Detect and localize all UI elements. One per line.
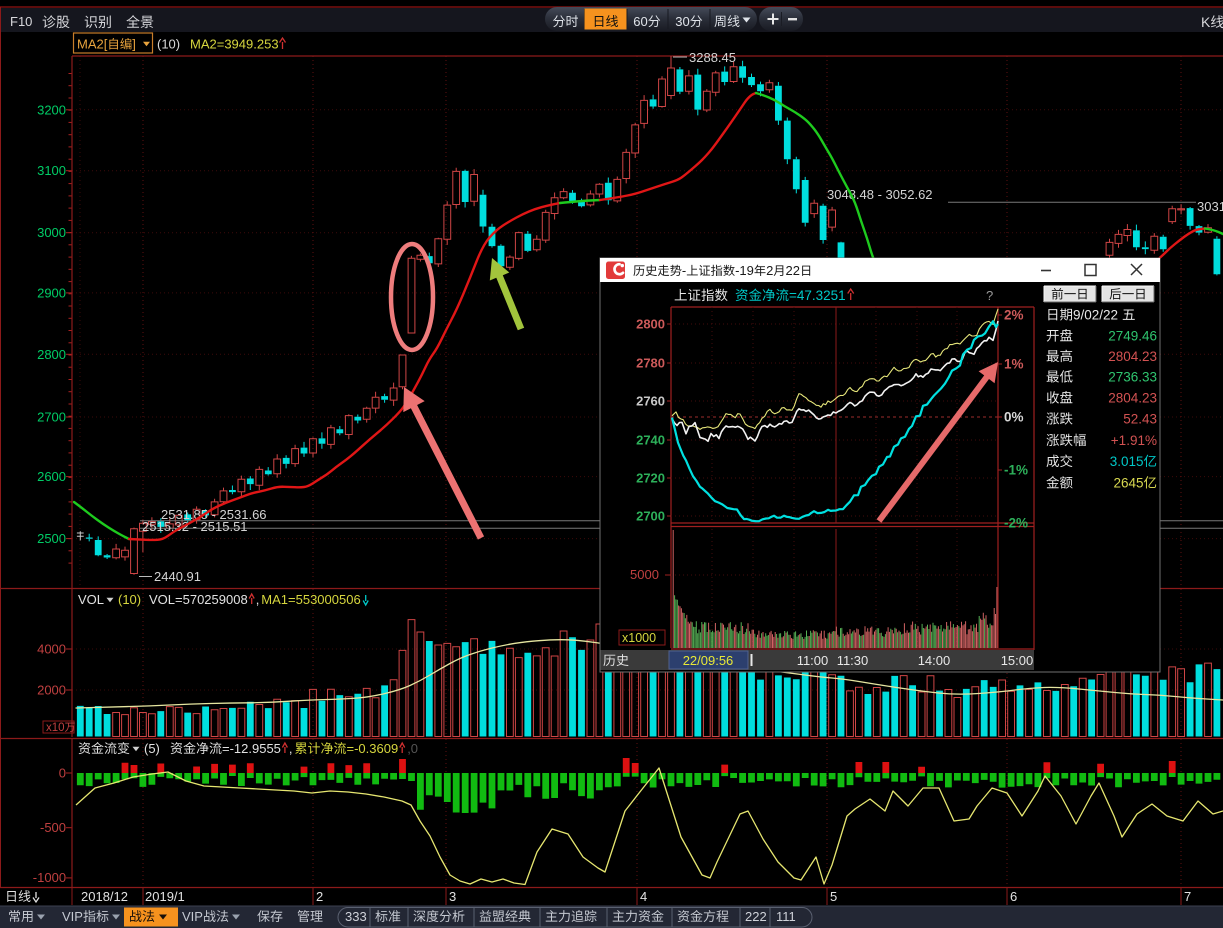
svg-text:-1000: -1000 bbox=[33, 870, 66, 885]
svg-text:3200: 3200 bbox=[37, 102, 66, 117]
svg-text:F10: F10 bbox=[10, 14, 32, 29]
svg-text:3048.48 - 3052.62: 3048.48 - 3052.62 bbox=[827, 187, 933, 202]
svg-text:3.015: 3.015 bbox=[1110, 454, 1144, 469]
svg-text:1%: 1% bbox=[1004, 357, 1024, 372]
svg-text:3288.45: 3288.45 bbox=[689, 50, 736, 65]
svg-text:11:00: 11:00 bbox=[797, 653, 829, 668]
svg-text:K: K bbox=[1201, 14, 1211, 30]
svg-text:2%: 2% bbox=[1004, 308, 1024, 323]
svg-text:2749.46: 2749.46 bbox=[1108, 329, 1157, 344]
svg-text:52.43: 52.43 bbox=[1123, 412, 1157, 427]
svg-text:2720: 2720 bbox=[636, 471, 665, 486]
svg-text:2900: 2900 bbox=[37, 285, 66, 300]
svg-text:2645: 2645 bbox=[1114, 476, 1144, 491]
svg-text:MA1=553000506: MA1=553000506 bbox=[261, 592, 360, 607]
svg-text:2: 2 bbox=[766, 263, 773, 278]
svg-text:7: 7 bbox=[1184, 889, 1191, 904]
svg-text:0: 0 bbox=[59, 766, 66, 781]
svg-text:2800: 2800 bbox=[37, 347, 66, 362]
svg-text:3031: 3031 bbox=[1197, 199, 1223, 214]
svg-text:5: 5 bbox=[830, 889, 837, 904]
svg-text:VIP: VIP bbox=[182, 909, 203, 924]
svg-text:-19: -19 bbox=[735, 263, 754, 278]
svg-text:=-0.3609: =-0.3609 bbox=[347, 741, 399, 756]
svg-text:-: - bbox=[682, 263, 686, 278]
svg-text:2736.33: 2736.33 bbox=[1108, 370, 1157, 385]
svg-text:]: ] bbox=[132, 37, 136, 52]
svg-text:VOL=570259008: VOL=570259008 bbox=[149, 592, 248, 607]
svg-text:(5): (5) bbox=[144, 741, 160, 756]
svg-text:2515.32 - 2515.51: 2515.32 - 2515.51 bbox=[142, 519, 248, 534]
svg-text:2804.23: 2804.23 bbox=[1108, 391, 1157, 406]
svg-text:2700: 2700 bbox=[37, 410, 66, 425]
svg-text:111: 111 bbox=[776, 909, 796, 924]
svg-text:x10: x10 bbox=[46, 722, 65, 734]
svg-text:3: 3 bbox=[449, 889, 456, 904]
svg-text:22: 22 bbox=[786, 263, 800, 278]
svg-text:MA2=3949.253: MA2=3949.253 bbox=[190, 37, 279, 52]
svg-text:14:00: 14:00 bbox=[918, 653, 951, 668]
svg-text:2018/12: 2018/12 bbox=[81, 889, 128, 904]
svg-text:-500: -500 bbox=[40, 820, 66, 835]
svg-text:2804.23: 2804.23 bbox=[1108, 349, 1157, 364]
svg-text:,: , bbox=[289, 741, 293, 756]
svg-text:-2%: -2% bbox=[1004, 516, 1028, 531]
svg-text:2700: 2700 bbox=[636, 509, 665, 524]
svg-text:+1.91%: +1.91% bbox=[1111, 433, 1157, 448]
svg-text:2500: 2500 bbox=[37, 531, 66, 546]
svg-text:=-12.9555: =-12.9555 bbox=[222, 741, 281, 756]
svg-text:,0: ,0 bbox=[407, 741, 418, 756]
svg-text:-1%: -1% bbox=[1004, 463, 1028, 478]
svg-text:?: ? bbox=[986, 288, 993, 303]
svg-text:2019/1: 2019/1 bbox=[145, 889, 185, 904]
svg-text:4: 4 bbox=[640, 889, 647, 904]
svg-text:2760: 2760 bbox=[636, 394, 665, 409]
svg-text:(10): (10) bbox=[157, 37, 180, 52]
svg-text:,: , bbox=[256, 592, 260, 607]
svg-text:333: 333 bbox=[345, 909, 367, 924]
svg-text:6: 6 bbox=[1010, 889, 1017, 904]
svg-text:2800: 2800 bbox=[636, 317, 665, 332]
svg-text:2531.85 - 2531.66: 2531.85 - 2531.66 bbox=[161, 507, 267, 522]
svg-text:222: 222 bbox=[745, 909, 767, 924]
svg-text:3100: 3100 bbox=[37, 163, 66, 178]
svg-text:30: 30 bbox=[675, 14, 689, 29]
svg-text:x1000: x1000 bbox=[622, 631, 656, 645]
svg-text:MA2[: MA2[ bbox=[77, 37, 108, 52]
svg-text:11:30: 11:30 bbox=[837, 653, 869, 668]
svg-text:22/09:56: 22/09:56 bbox=[683, 653, 734, 668]
svg-text:VIP: VIP bbox=[62, 909, 83, 924]
svg-text:9/02/22: 9/02/22 bbox=[1073, 308, 1118, 323]
svg-text:0%: 0% bbox=[1004, 410, 1024, 425]
svg-text:2600: 2600 bbox=[37, 469, 66, 484]
svg-text:2000: 2000 bbox=[37, 683, 66, 698]
svg-text:15:00: 15:00 bbox=[1001, 653, 1034, 668]
svg-text:VOL: VOL bbox=[78, 592, 104, 607]
svg-text:(10): (10) bbox=[118, 592, 141, 607]
svg-text:60: 60 bbox=[633, 14, 647, 29]
svg-text:4000: 4000 bbox=[37, 642, 66, 657]
svg-text:5000: 5000 bbox=[630, 567, 659, 582]
svg-text:=47.3251: =47.3251 bbox=[789, 288, 846, 303]
svg-text:2740: 2740 bbox=[636, 433, 665, 448]
svg-text:2: 2 bbox=[316, 889, 323, 904]
svg-text:2440.91: 2440.91 bbox=[154, 569, 201, 584]
svg-text:2780: 2780 bbox=[636, 356, 665, 371]
svg-text:3000: 3000 bbox=[37, 225, 66, 240]
